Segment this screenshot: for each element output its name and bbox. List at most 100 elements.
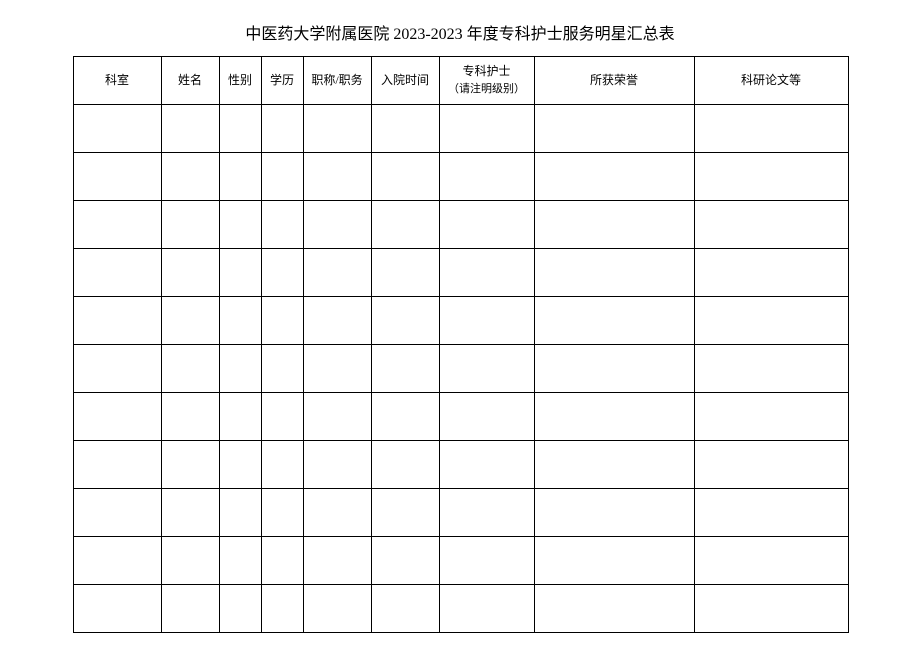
table-cell (73, 105, 161, 153)
table-cell (73, 153, 161, 201)
table-cell (303, 297, 371, 345)
header-nurse-sub: （请注明级别） (448, 83, 525, 95)
table-cell (371, 489, 439, 537)
header-paper: 科研论文等 (694, 57, 848, 105)
table-cell (371, 537, 439, 585)
table-cell (161, 585, 219, 633)
header-nurse-main: 专科护士 (462, 64, 510, 78)
table-cell (303, 105, 371, 153)
table-cell (261, 249, 303, 297)
table-cell (694, 105, 848, 153)
table-row (73, 201, 848, 249)
table-cell (534, 297, 694, 345)
table-cell (371, 297, 439, 345)
table-row (73, 153, 848, 201)
table-cell (161, 393, 219, 441)
table-cell (534, 441, 694, 489)
table-cell (439, 105, 534, 153)
table-cell (73, 297, 161, 345)
table-cell (303, 153, 371, 201)
table-cell (161, 441, 219, 489)
header-gender: 性别 (219, 57, 261, 105)
table-cell (219, 201, 261, 249)
table-cell (534, 537, 694, 585)
table-cell (371, 345, 439, 393)
header-title: 职称/职务 (303, 57, 371, 105)
table-cell (161, 249, 219, 297)
table-cell (303, 201, 371, 249)
table-cell (73, 201, 161, 249)
table-cell (371, 393, 439, 441)
table-cell (303, 585, 371, 633)
header-name: 姓名 (161, 57, 219, 105)
table-cell (73, 537, 161, 585)
table-cell (694, 537, 848, 585)
table-cell (303, 441, 371, 489)
table-cell (261, 153, 303, 201)
table-cell (371, 201, 439, 249)
table-cell (694, 201, 848, 249)
table-cell (261, 441, 303, 489)
table-cell (219, 585, 261, 633)
table-row (73, 585, 848, 633)
table-cell (534, 345, 694, 393)
table-cell (73, 441, 161, 489)
table-cell (439, 297, 534, 345)
table-cell (439, 537, 534, 585)
table-cell (371, 153, 439, 201)
table-cell (161, 201, 219, 249)
table-cell (371, 105, 439, 153)
table-row (73, 489, 848, 537)
table-cell (73, 345, 161, 393)
table-cell (439, 489, 534, 537)
page-title: 中医药大学附属医院 2023-2023 年度专科护士服务明星汇总表 (0, 20, 920, 44)
table-row (73, 105, 848, 153)
header-honor: 所获荣誉 (534, 57, 694, 105)
table-cell (694, 249, 848, 297)
table-row (73, 345, 848, 393)
table-cell (534, 585, 694, 633)
header-dept: 科室 (73, 57, 161, 105)
header-edu: 学历 (261, 57, 303, 105)
table-cell (371, 249, 439, 297)
table-cell (219, 105, 261, 153)
header-row: 科室 姓名 性别 学历 职称/职务 入院时间 专科护士 （请注明级别） 所获荣誉… (73, 57, 848, 105)
table-cell (161, 105, 219, 153)
table-cell (73, 249, 161, 297)
table-body (73, 105, 848, 633)
table-cell (219, 441, 261, 489)
table-cell (261, 105, 303, 153)
table-cell (303, 393, 371, 441)
table-cell (73, 393, 161, 441)
table-cell (219, 297, 261, 345)
table-cell (534, 489, 694, 537)
table-cell (694, 489, 848, 537)
table-cell (534, 105, 694, 153)
table-cell (219, 489, 261, 537)
table-cell (261, 489, 303, 537)
table-cell (73, 489, 161, 537)
table-cell (439, 201, 534, 249)
table-cell (439, 441, 534, 489)
table-cell (694, 345, 848, 393)
table-header: 科室 姓名 性别 学历 职称/职务 入院时间 专科护士 （请注明级别） 所获荣誉… (73, 57, 848, 105)
table-cell (303, 489, 371, 537)
table-cell (261, 537, 303, 585)
table-cell (694, 297, 848, 345)
table-cell (219, 345, 261, 393)
table-row (73, 393, 848, 441)
table-cell (694, 441, 848, 489)
table-cell (534, 201, 694, 249)
table-cell (303, 537, 371, 585)
table-row (73, 249, 848, 297)
table-cell (439, 249, 534, 297)
table-cell (534, 249, 694, 297)
table-cell (261, 297, 303, 345)
header-time: 入院时间 (371, 57, 439, 105)
table-cell (161, 489, 219, 537)
table-cell (439, 345, 534, 393)
table-container: 科室 姓名 性别 学历 职称/职务 入院时间 专科护士 （请注明级别） 所获荣誉… (73, 56, 848, 633)
table-cell (219, 537, 261, 585)
table-row (73, 297, 848, 345)
summary-table: 科室 姓名 性别 学历 职称/职务 入院时间 专科护士 （请注明级别） 所获荣誉… (73, 56, 849, 633)
